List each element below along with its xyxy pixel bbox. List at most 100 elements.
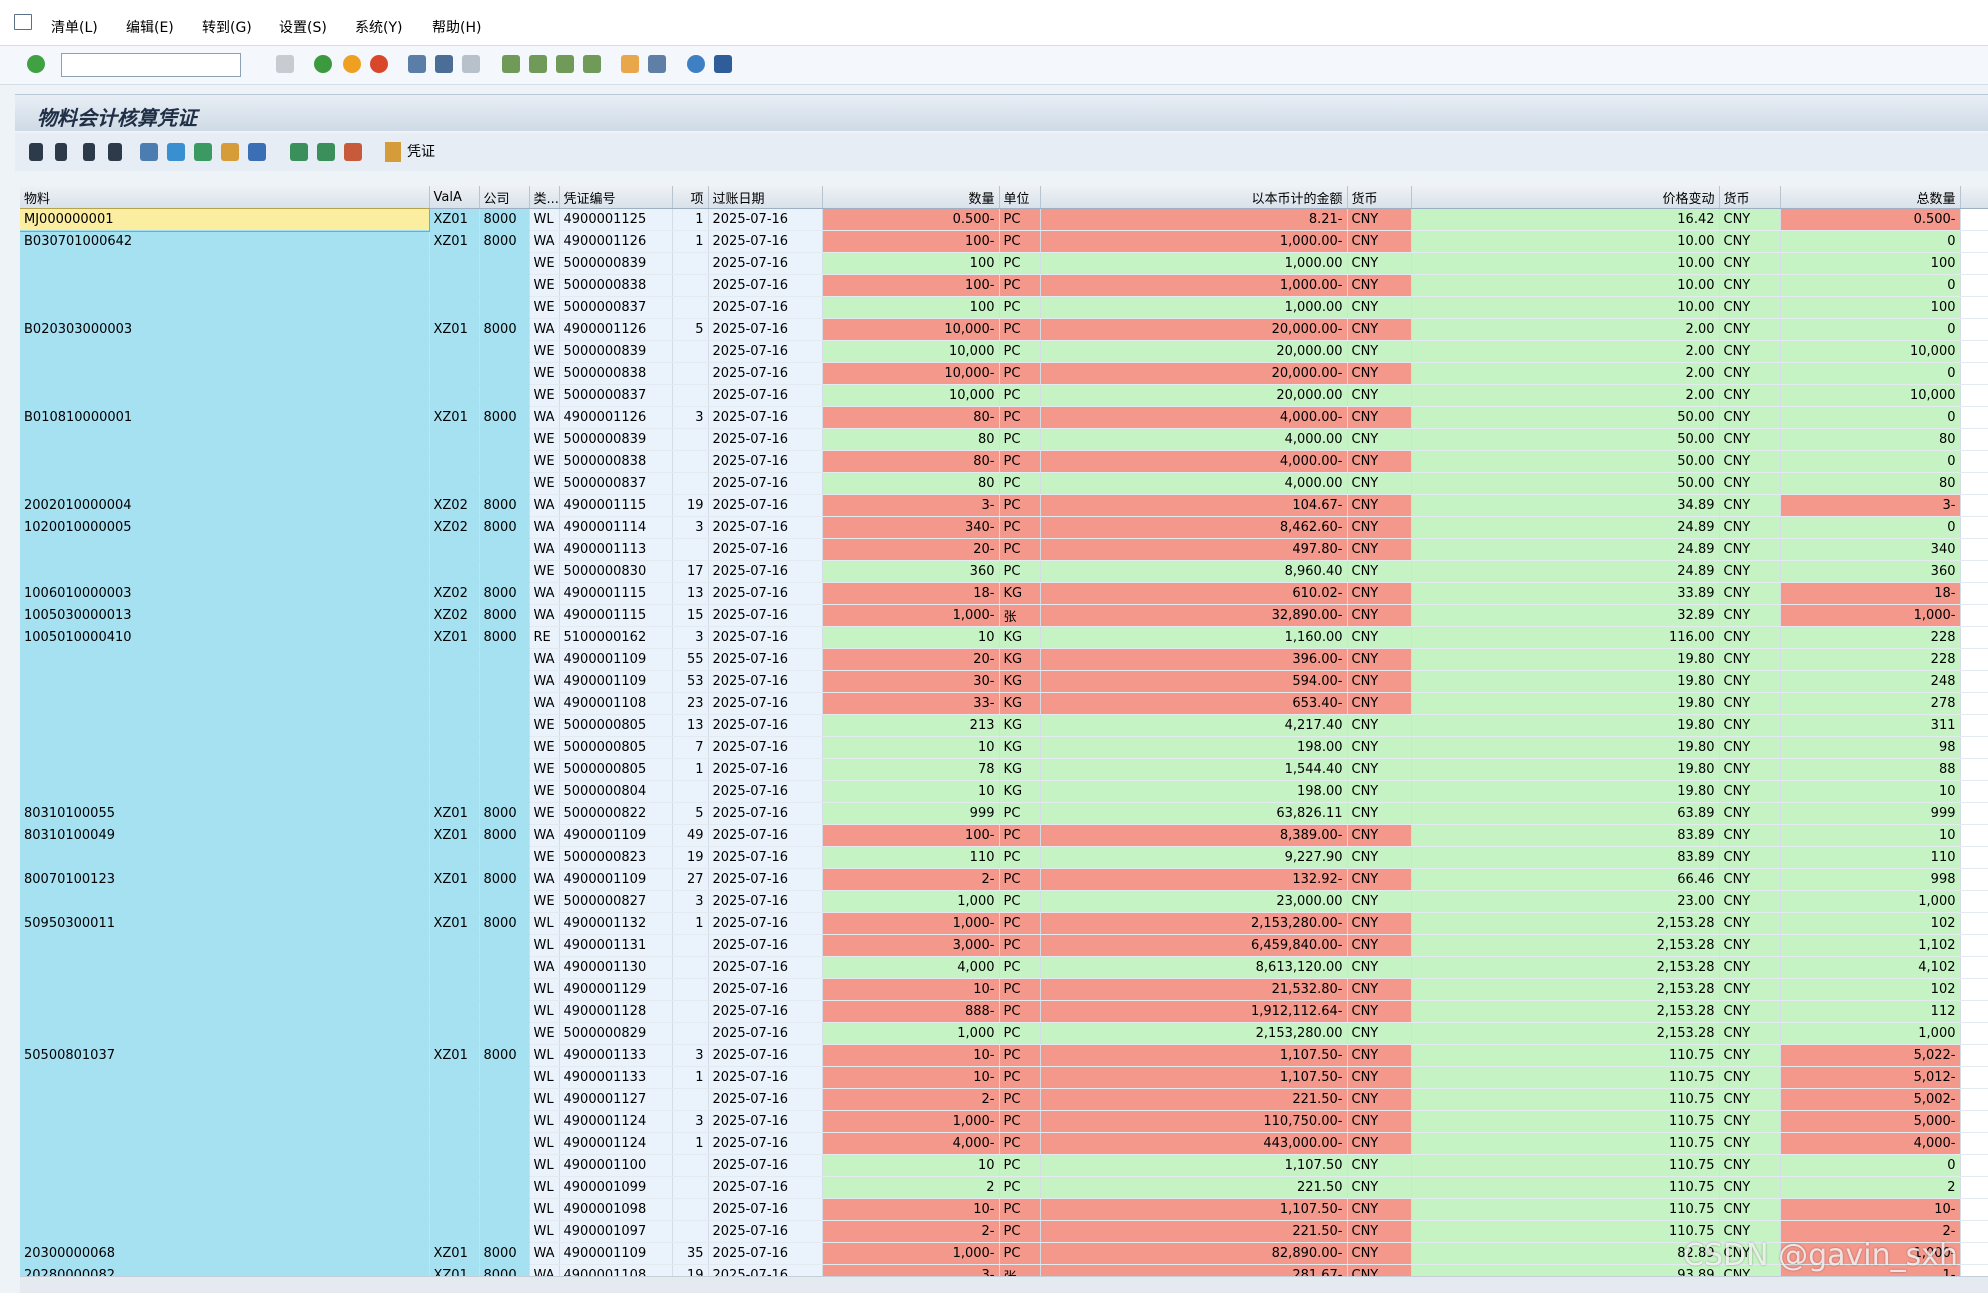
find-next-button[interactable] [462,55,480,73]
table-cell: WE [529,780,560,803]
column-header[interactable]: 货币 [1347,186,1412,209]
new-session-button[interactable] [621,55,639,73]
table-cell: 4900001133 [559,1044,673,1067]
details-button[interactable] [140,143,158,161]
table-cell: CNY [1719,802,1781,825]
column-header[interactable]: 数量 [822,186,1000,209]
table-cell: PC [999,868,1041,891]
column-header[interactable]: 价格变动 [1411,186,1720,209]
save-button[interactable] [276,55,294,73]
find-button[interactable] [435,55,453,73]
table-cell: 998 [1780,868,1961,891]
table-cell: 2,153,280.00 [1040,1022,1348,1045]
info-button[interactable] [248,143,266,161]
table-row: WE 5000000839 2025-07-16 10,000 PC 20,000.00 C… [20,340,1988,363]
menu-item[interactable]: 转到(G) [202,20,252,36]
table-cell: 0 [1780,318,1961,341]
menu-item[interactable]: 编辑(E) [126,20,174,36]
enter-button[interactable] [27,55,45,73]
print-button[interactable] [408,55,426,73]
table-cell: 110.75 [1411,1220,1720,1243]
table-cell: 2025-07-16 [708,384,823,407]
first-button[interactable] [29,143,43,161]
table-cell: 2025-07-16 [708,208,823,231]
column-header[interactable]: 项 [672,186,709,209]
column-header[interactable]: 总数量 [1780,186,1961,209]
column-header[interactable]: 货币 [1719,186,1781,209]
table-cell: 2025-07-16 [708,252,823,275]
column-header[interactable]: ValA [429,186,480,209]
table-cell [479,472,530,495]
command-field[interactable] [61,53,241,77]
table-cell: XZ01 [429,824,480,847]
menu-item[interactable]: 帮助(H) [432,20,482,36]
menu-icon[interactable] [14,14,32,30]
table-cell: CNY [1719,1132,1781,1155]
sum-button[interactable] [194,143,212,161]
column-header[interactable]: 单位 [999,186,1041,209]
table-cell: PC [999,1132,1041,1155]
table-cell: 19.80 [1411,714,1720,737]
help-button[interactable] [687,55,705,73]
filter-button[interactable] [167,143,185,161]
table-cell: PC [999,912,1041,935]
table-cell: 1,000- [822,912,1000,935]
table-cell: 3 [672,1110,709,1133]
table-cell: 100- [822,274,1000,297]
table-cell: PC [999,274,1041,297]
last-button[interactable] [108,143,122,161]
export-button[interactable] [221,143,239,161]
back-button[interactable] [314,55,332,73]
menu-item[interactable]: 系统(Y) [355,20,403,36]
table-cell: 2025-07-16 [708,912,823,935]
table-cell: WA [529,582,560,605]
table-row: WE 5000000804 2025-07-16 10 KG 198.00 CNY 19.80… [20,780,1988,803]
table-cell: 20,000.00- [1040,362,1348,385]
layout-select-button[interactable] [344,143,362,161]
table-cell: CNY [1719,736,1781,759]
table-cell: PC [999,230,1041,253]
table-row: WA 4900001130 2025-07-16 4,000 PC 8,613,120.0… [20,956,1988,979]
column-header[interactable]: 物料 [20,186,430,209]
cancel-button[interactable] [370,55,388,73]
column-header[interactable]: 类... [529,186,560,209]
sort-desc-button[interactable] [317,143,335,161]
table-cell: PC [999,956,1041,979]
table-cell: 16.42 [1411,208,1720,231]
next-page-button[interactable] [556,55,574,73]
table-cell: KG [999,692,1041,715]
last-page-button[interactable] [583,55,601,73]
table-cell: 1,000 [1780,890,1961,913]
column-header[interactable]: 公司 [479,186,530,209]
prev-page-button[interactable] [529,55,547,73]
table-cell: 4900001115 [559,582,673,605]
first-page-button[interactable] [502,55,520,73]
shortcut-button[interactable] [648,55,666,73]
layout-button[interactable] [714,55,732,73]
filler-cell [1960,934,1988,957]
voucher-button[interactable]: 凭证 [385,142,435,162]
menu-bar: 清单(L) 编辑(E) 转到(G) 设置(S) 系统(Y) 帮助(H) [0,0,1988,46]
table-cell: XZ02 [429,516,480,539]
next-button[interactable] [83,143,95,161]
column-header[interactable]: 以本币计的金额 [1040,186,1348,209]
table-cell: CNY [1347,516,1412,539]
column-header[interactable]: 凭证编号 [559,186,673,209]
table-cell [672,296,709,319]
column-header[interactable]: 过账日期 [708,186,823,209]
menu-item[interactable]: 清单(L) [51,20,98,36]
table-cell: 20300000068 [20,1242,430,1265]
table-cell: 4900001126 [559,406,673,429]
table-cell: CNY [1719,934,1781,957]
table-cell: CNY [1719,274,1781,297]
horizontal-scrollbar[interactable] [20,1276,1988,1293]
sort-asc-button[interactable] [290,143,308,161]
table-cell: 1 [672,1132,709,1155]
table-cell [672,1220,709,1243]
menu-item[interactable]: 设置(S) [279,20,327,36]
table-cell: CNY [1719,450,1781,473]
table-cell [672,538,709,561]
exit-button[interactable] [343,55,361,73]
previous-button[interactable] [55,143,67,161]
table-cell: 5000000805 [559,736,673,759]
